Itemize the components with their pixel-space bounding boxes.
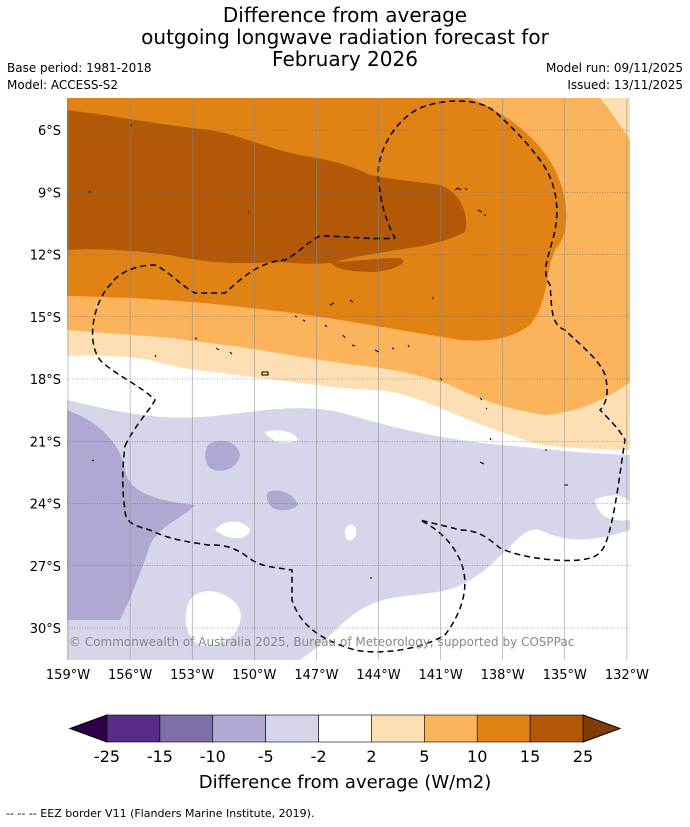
band-neg10-neg5-spot1: [205, 440, 240, 471]
anomaly-fill: [67, 98, 630, 660]
lon-label: 159°W: [46, 668, 90, 683]
colorbar-tick-label: 5: [419, 747, 429, 766]
lon-label: 153°W: [170, 668, 214, 683]
lat-label: 21°S: [30, 435, 61, 450]
latitude-labels: 6°S 9°S 12°S 15°S 18°S 21°S 24°S 27°S 30°S: [30, 124, 61, 637]
colorbar-swatch: [424, 714, 478, 743]
longitude-labels: 159°W 156°W 153°W 150°W 147°W 144°W 141°W 138°W…: [46, 668, 649, 683]
gridlines: [67, 98, 630, 660]
lat-label: 9°S: [38, 186, 61, 201]
colorbar-label: Difference from average (W/m2): [199, 772, 491, 793]
lat-label: 12°S: [30, 249, 61, 264]
colorbar-tick-label: -2: [311, 747, 327, 766]
band-neg10-neg5: [67, 410, 195, 620]
neutral-pocket-east: [595, 495, 630, 521]
eez-legend-note: -- -- -- EEZ border V11 (Flanders Marine…: [6, 807, 315, 820]
lat-label: 24°S: [30, 498, 61, 513]
lat-label: 6°S: [38, 124, 61, 139]
lon-label: 138°W: [481, 668, 525, 683]
colorbar-tick-label: -5: [258, 747, 274, 766]
colorbar-tick-label: -10: [200, 747, 226, 766]
chart-title-line-3: February 2026: [272, 47, 418, 71]
chart-title-line-1: Difference from average: [222, 3, 468, 27]
colorbar-swatch: [371, 714, 425, 743]
neutral-pocket-south: [300, 529, 630, 660]
colorbar-tick-label: 25: [573, 747, 593, 766]
lon-label: 147°W: [294, 668, 338, 683]
colorbar-tick-label: 15: [520, 747, 540, 766]
colorbar-tick-label: 2: [366, 747, 376, 766]
colorbar-tick-label: 10: [467, 747, 487, 766]
colorbar-swatch: [476, 714, 531, 743]
model-run-date: Model run: 09/11/2025: [545, 61, 683, 75]
islands: [88, 124, 568, 579]
colorbar-swatch: [106, 714, 161, 743]
colorbar-tick-label: -15: [147, 747, 173, 766]
colorbar: -25 -15 -10 -5 -2 2 5 10 15 25: [68, 714, 622, 766]
lat-label: 15°S: [30, 311, 61, 326]
lon-label: 150°W: [232, 668, 276, 683]
model-name: Model: ACCESS-S2: [7, 78, 119, 92]
colorbar-swatch: [529, 714, 584, 743]
neutral-pocket-west: [185, 591, 241, 646]
lon-label: 156°W: [108, 668, 152, 683]
colorbar-swatch: [212, 714, 266, 743]
issued-date: Issued: 13/11/2025: [567, 78, 683, 92]
colorbar-under-arrow: [68, 714, 108, 743]
lon-label: 141°W: [419, 668, 463, 683]
eez-border: [91, 100, 626, 653]
colorbar-swatch: [159, 714, 214, 743]
band-15-25-lobe: [330, 258, 404, 272]
lon-label: 144°W: [356, 668, 400, 683]
colorbar-swatch: [265, 714, 319, 743]
lon-label: 135°W: [543, 668, 587, 683]
neutral-pocket-center: [215, 521, 250, 539]
chart-title-line-2: outgoing longwave radiation forecast for: [141, 25, 549, 49]
colorbar-swatch: [318, 714, 372, 743]
band-15-25: [67, 110, 467, 264]
band-neg10-neg5-spot2: [266, 490, 298, 511]
colorbar-over-arrow: [582, 714, 622, 743]
lat-label: 27°S: [30, 560, 61, 575]
lat-label: 18°S: [30, 373, 61, 388]
copyright-notice: © Commonwealth of Australia 2025, Bureau…: [69, 635, 574, 649]
lon-label: 132°W: [605, 668, 649, 683]
neutral-pocket-north: [265, 430, 298, 443]
lat-label: 30°S: [30, 622, 61, 637]
colorbar-tick-label: -25: [94, 747, 120, 766]
neutral-pocket-mid: [344, 524, 357, 541]
base-period: Base period: 1981-2018: [7, 61, 152, 75]
